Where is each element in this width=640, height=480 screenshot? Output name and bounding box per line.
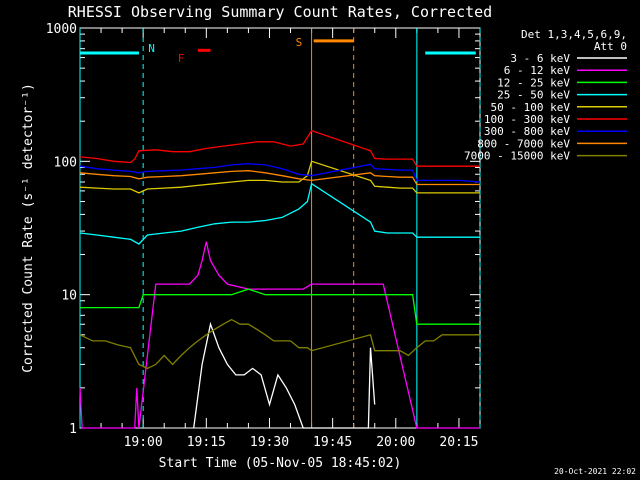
series-line-0 (193, 321, 376, 429)
y-tick-label: 1000 (46, 22, 77, 37)
series-line-2 (80, 288, 480, 325)
timestamp: 20-Oct-2021 22:02 (554, 467, 636, 476)
x-tick-label: 20:15 (439, 435, 478, 450)
x-tick-label: 19:45 (313, 435, 352, 450)
flag-annotation-f: F (178, 52, 185, 65)
series-line-8 (79, 318, 480, 370)
flag-markers: N F S (79, 28, 481, 428)
series-line-1 (79, 241, 480, 429)
y-axis-label: Corrected Count Rate (s⁻¹ detector⁻¹) (21, 83, 36, 373)
y-tick-label: 100 (54, 155, 77, 170)
x-axis: 19:00 19:15 19:30 19:45 20:00 20:15 (100, 28, 479, 450)
legend-title: Det 1,3,4,5,6,9, (521, 28, 627, 41)
series-line-6 (79, 163, 481, 183)
legend-title: Att 0 (594, 40, 627, 53)
x-axis-label: Start Time (05-Nov-05 18:45:02) (159, 456, 402, 471)
legend-label: 25 - 50 keV (497, 89, 570, 102)
series-line-5 (79, 129, 480, 167)
legend-label: 300 - 800 keV (484, 125, 570, 138)
legend-label: 7000 - 15000 keV (464, 150, 570, 163)
legend-label: 12 - 25 keV (497, 76, 570, 89)
x-tick-label: 20:00 (376, 435, 415, 450)
series-line-3 (79, 182, 480, 245)
x-tick-label: 19:00 (124, 435, 163, 450)
flag-annotation-n: N (148, 42, 155, 55)
plot-frame (79, 27, 481, 429)
series-line-4 (79, 160, 480, 194)
legend-label: 3 - 6 keV (510, 52, 570, 65)
x-tick-label: 19:30 (250, 435, 289, 450)
y-axis: 1 10 100 1000 (46, 22, 480, 437)
y-tick-label: 10 (61, 289, 77, 304)
legend-label: 800 - 7000 keV (477, 137, 570, 150)
legend-label: 100 - 300 keV (484, 113, 570, 126)
series-line-7 (79, 170, 480, 186)
chart-title: RHESSI Observing Summary Count Rates, Co… (68, 3, 492, 21)
series-group (79, 129, 481, 429)
flag-annotation-s: S (296, 36, 303, 49)
legend-label: 6 - 12 keV (504, 64, 571, 77)
y-tick-label: 1 (69, 422, 77, 437)
legend-label: 50 - 100 keV (491, 101, 571, 114)
x-tick-label: 19:15 (187, 435, 226, 450)
